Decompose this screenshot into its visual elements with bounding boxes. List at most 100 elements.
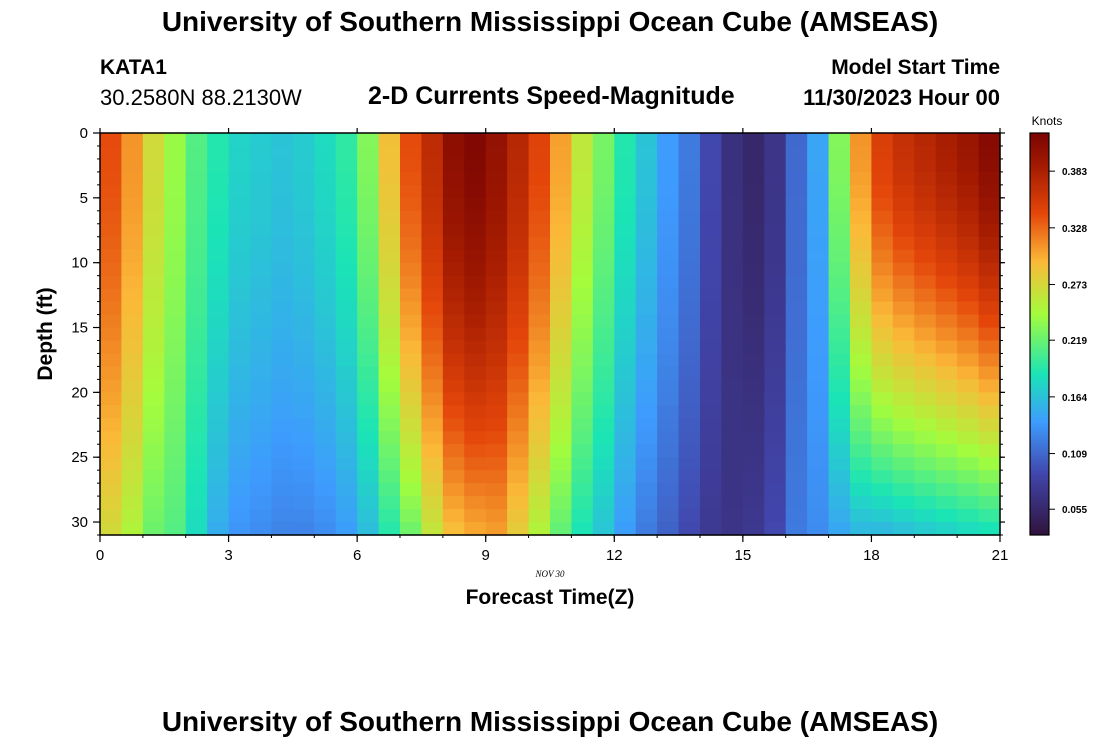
heatmap-cell: [978, 197, 1001, 212]
heatmap-cell: [335, 249, 358, 264]
heatmap-cell: [807, 522, 830, 536]
heatmap-cell: [292, 145, 315, 160]
heatmap-cell: [571, 327, 594, 342]
heatmap-cell: [892, 509, 915, 523]
heatmap-cell: [571, 379, 594, 393]
y-tick-label: 30: [71, 514, 88, 531]
heatmap-cell: [935, 210, 958, 225]
heatmap-cell: [978, 496, 1001, 510]
heatmap-cell: [314, 249, 337, 264]
heatmap-cell: [978, 405, 1001, 419]
heatmap-cell: [464, 236, 487, 251]
heatmap-cell: [142, 379, 165, 393]
heatmap-cell: [785, 223, 808, 238]
heatmap-cell: [528, 327, 551, 342]
heatmap-cell: [142, 444, 165, 458]
heatmap-cell: [421, 470, 444, 484]
heatmap-cell: [635, 470, 658, 484]
heatmap-cell: [142, 340, 165, 355]
heatmap-cell: [442, 470, 465, 484]
heatmap-cell: [400, 496, 423, 510]
heatmap-cell: [914, 457, 937, 471]
heatmap-cell: [678, 171, 701, 186]
axes: 0 3 6 9 12 15 18 21 0 5 10 15 20 25 30: [71, 125, 1008, 564]
y-tick-label: 10: [71, 255, 88, 272]
heatmap-cell: [742, 457, 765, 471]
chart-title: 2-D Currents Speed-Magnitude: [368, 82, 735, 110]
heatmap-cell: [957, 275, 980, 290]
heatmap-cell: [592, 392, 615, 406]
heatmap-cell: [292, 340, 315, 355]
heatmap-cell: [785, 158, 808, 173]
heatmap-cell: [635, 197, 658, 212]
heatmap-cell: [228, 197, 251, 212]
heatmap-cell: [121, 327, 144, 342]
heatmap-cell: [550, 327, 573, 342]
heatmap-cell: [271, 470, 294, 484]
heatmap-cell: [400, 210, 423, 225]
x-tick-label: 21: [992, 547, 1009, 564]
heatmap-cell: [464, 340, 487, 355]
heatmap-cell: [378, 418, 401, 432]
heatmap-cell: [207, 236, 230, 251]
heatmap-cell: [292, 133, 315, 147]
heatmap-cell: [614, 509, 637, 523]
heatmap-cell: [271, 522, 294, 536]
y-tick-label: 20: [71, 384, 88, 401]
heatmap-cell: [550, 418, 573, 432]
heatmap-cell: [828, 366, 851, 380]
heatmap-cell: [871, 353, 894, 368]
heatmap-cell: [207, 470, 230, 484]
heatmap-cell: [400, 262, 423, 277]
heatmap-cell: [485, 249, 508, 264]
footer-title: University of Southern Mississippi Ocean…: [161, 706, 939, 737]
heatmap-cell: [142, 366, 165, 380]
heatmap-cell: [185, 327, 208, 342]
heatmap-cell: [721, 522, 744, 536]
heatmap-cell: [207, 184, 230, 199]
heatmap-cell: [914, 288, 937, 303]
heatmap-cell: [550, 444, 573, 458]
heatmap-cell: [442, 133, 465, 147]
heatmap-cell: [721, 236, 744, 251]
heatmap-cell: [185, 145, 208, 160]
heatmap-cell: [657, 171, 680, 186]
heatmap-cell: [935, 145, 958, 160]
heatmap-cell: [121, 184, 144, 199]
heatmap-cell: [271, 366, 294, 380]
heatmap-cell: [185, 392, 208, 406]
heatmap-cell: [571, 301, 594, 316]
heatmap-cell: [357, 288, 380, 303]
heatmap-cell: [914, 145, 937, 160]
heatmap-cell: [335, 444, 358, 458]
heatmap-cell: [742, 509, 765, 523]
heatmap-cell: [164, 379, 187, 393]
heatmap-cell: [464, 483, 487, 497]
heatmap-cell: [850, 431, 873, 445]
heatmap-cell: [250, 262, 273, 277]
heatmap-cell: [442, 223, 465, 238]
heatmap-cell: [871, 223, 894, 238]
heatmap-cell: [185, 353, 208, 368]
heatmap-cell: [700, 314, 723, 329]
heatmap-cell: [400, 418, 423, 432]
heatmap-cell: [250, 431, 273, 445]
heatmap-cell: [464, 275, 487, 290]
heatmap-cell: [871, 522, 894, 536]
heatmap-cell: [100, 366, 123, 380]
heatmap-cell: [850, 470, 873, 484]
heatmap-cell: [914, 171, 937, 186]
heatmap-cell: [228, 379, 251, 393]
heatmap-cell: [935, 262, 958, 277]
heatmap-cell: [678, 418, 701, 432]
heatmap-cell: [292, 353, 315, 368]
heatmap-cell: [121, 301, 144, 316]
heatmap-cell: [271, 158, 294, 173]
heatmap-cell: [571, 210, 594, 225]
heatmap-cell: [785, 197, 808, 212]
heatmap-cell: [442, 522, 465, 536]
heatmap-cell: [357, 509, 380, 523]
heatmap-cell: [892, 262, 915, 277]
heatmap-cell: [442, 171, 465, 186]
heatmap-cell: [314, 366, 337, 380]
